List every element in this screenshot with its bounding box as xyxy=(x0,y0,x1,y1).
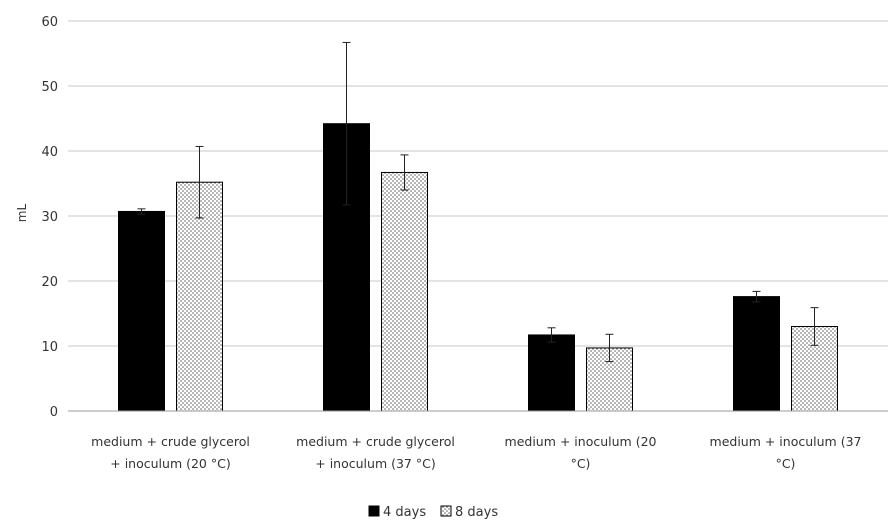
bar-8-days xyxy=(381,171,428,412)
error-bar xyxy=(810,307,819,346)
error-bar xyxy=(195,145,204,219)
bar-4-days xyxy=(733,296,780,412)
legend: 4 days 8 days xyxy=(368,505,498,520)
y-tick-label: 20 xyxy=(41,275,58,290)
x-category-label: medium + inoculum (20 xyxy=(505,434,657,449)
error-bar xyxy=(342,41,351,206)
legend-swatch xyxy=(368,505,380,517)
x-category-label: medium + crude glycerol xyxy=(91,434,250,449)
x-category-label: + inoculum (37 °C) xyxy=(315,456,435,471)
error-bar xyxy=(547,327,556,343)
y-tick-label: 10 xyxy=(41,340,58,355)
error-bar xyxy=(400,154,409,191)
error-bar xyxy=(752,290,761,303)
bar-4-days xyxy=(528,334,575,412)
y-axis-ticks: 0 10 20 30 40 50 60 xyxy=(41,15,58,420)
error-bar xyxy=(605,333,614,363)
legend-label: 4 days xyxy=(383,505,426,520)
legend-label: 8 days xyxy=(455,505,498,520)
y-tick-label: 40 xyxy=(41,145,58,160)
x-category-label: medium + inoculum (37 xyxy=(710,434,862,449)
legend-swatch xyxy=(440,505,452,517)
legend-item: 4 days xyxy=(368,505,426,520)
y-axis-label: mL xyxy=(15,203,29,222)
x-category-label: + inoculum (20 °C) xyxy=(110,456,230,471)
error-bar xyxy=(137,208,146,215)
x-category-label: °C) xyxy=(571,456,591,471)
y-tick-label: 60 xyxy=(41,15,58,30)
x-axis-categories: medium + crude glycerol + inoculum (20 °C… xyxy=(91,434,861,471)
bars xyxy=(118,123,838,412)
x-category-label: °C) xyxy=(776,456,796,471)
y-tick-label: 0 xyxy=(50,405,58,420)
legend-item: 8 days xyxy=(440,505,498,520)
error-bars xyxy=(137,41,819,363)
y-tick-label: 30 xyxy=(41,210,58,225)
x-category-label: medium + crude glycerol xyxy=(296,434,455,449)
y-tick-label: 50 xyxy=(41,80,58,95)
bar-4-days xyxy=(118,210,165,412)
